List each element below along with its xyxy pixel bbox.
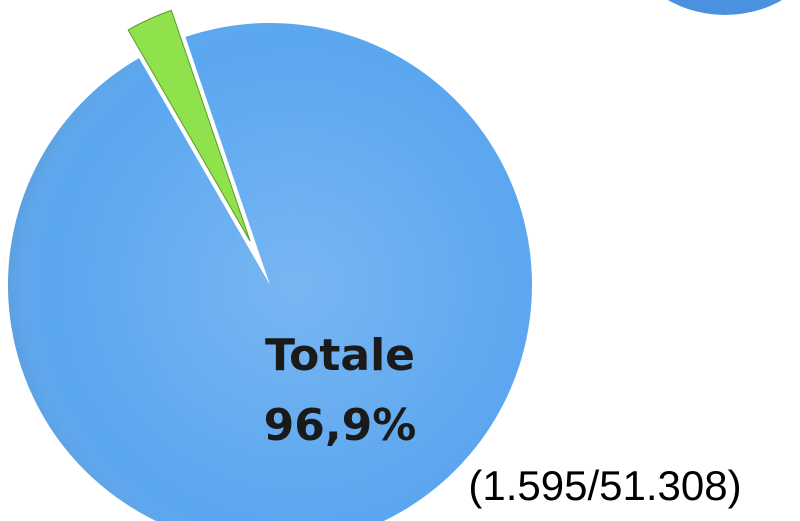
pie-slice	[127, 9, 251, 242]
annotation: (1.595/51.308)	[468, 462, 741, 509]
slice-label: Totale	[265, 330, 415, 381]
slice-value-label: 96,9%	[264, 400, 417, 451]
pie	[8, 9, 532, 521]
partial-pie-decoration	[668, 0, 782, 15]
slice-shading	[8, 23, 532, 521]
